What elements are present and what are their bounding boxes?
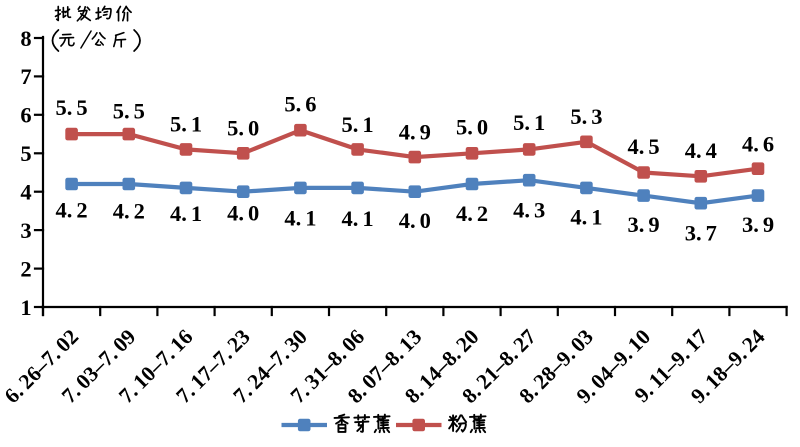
svg-text:4.2: 4. 2: [456, 201, 488, 226]
svg-text:4.6: 4. 6: [742, 132, 774, 157]
svg-text:4.1: 4. 1: [170, 201, 202, 226]
svg-text:5.1: 5. 1: [342, 112, 374, 137]
svg-text:4.2: 4. 2: [113, 198, 145, 223]
svg-text:5.6: 5. 6: [284, 91, 316, 116]
svg-text:3.9: 3. 9: [628, 212, 660, 237]
svg-text:4.3: 4. 3: [513, 197, 545, 222]
svg-text:5.5: 5. 5: [113, 98, 145, 123]
svg-text:5.1: 5. 1: [513, 110, 545, 135]
svg-text:4.0: 4. 0: [399, 208, 431, 233]
svg-text:4: 4: [20, 180, 31, 205]
svg-text:6: 6: [20, 103, 31, 128]
svg-text:2: 2: [20, 256, 31, 281]
svg-text:3.7: 3. 7: [685, 220, 717, 245]
svg-text:5.3: 5. 3: [570, 104, 602, 129]
svg-text:4.1: 4. 1: [570, 205, 602, 230]
svg-text:5.0: 5. 0: [227, 115, 259, 140]
svg-text:4.1: 4. 1: [342, 206, 374, 231]
svg-text:4.9: 4. 9: [399, 119, 431, 144]
svg-text:4.0: 4. 0: [227, 201, 259, 226]
svg-text:4.5: 4. 5: [628, 134, 660, 159]
svg-text:4.2: 4. 2: [56, 198, 88, 223]
svg-text:1: 1: [20, 295, 31, 320]
svg-text:7: 7: [20, 64, 31, 89]
svg-text:8: 8: [20, 26, 31, 51]
svg-text:3.9: 3. 9: [742, 212, 774, 237]
svg-text:5.0: 5. 0: [456, 114, 488, 139]
svg-text:3: 3: [20, 218, 31, 243]
svg-text:5.5: 5. 5: [56, 95, 88, 120]
svg-text:4.1: 4. 1: [284, 206, 316, 231]
svg-text:4.4: 4. 4: [685, 138, 717, 163]
svg-text:5: 5: [20, 141, 31, 166]
svg-text:5.1: 5. 1: [170, 111, 202, 136]
